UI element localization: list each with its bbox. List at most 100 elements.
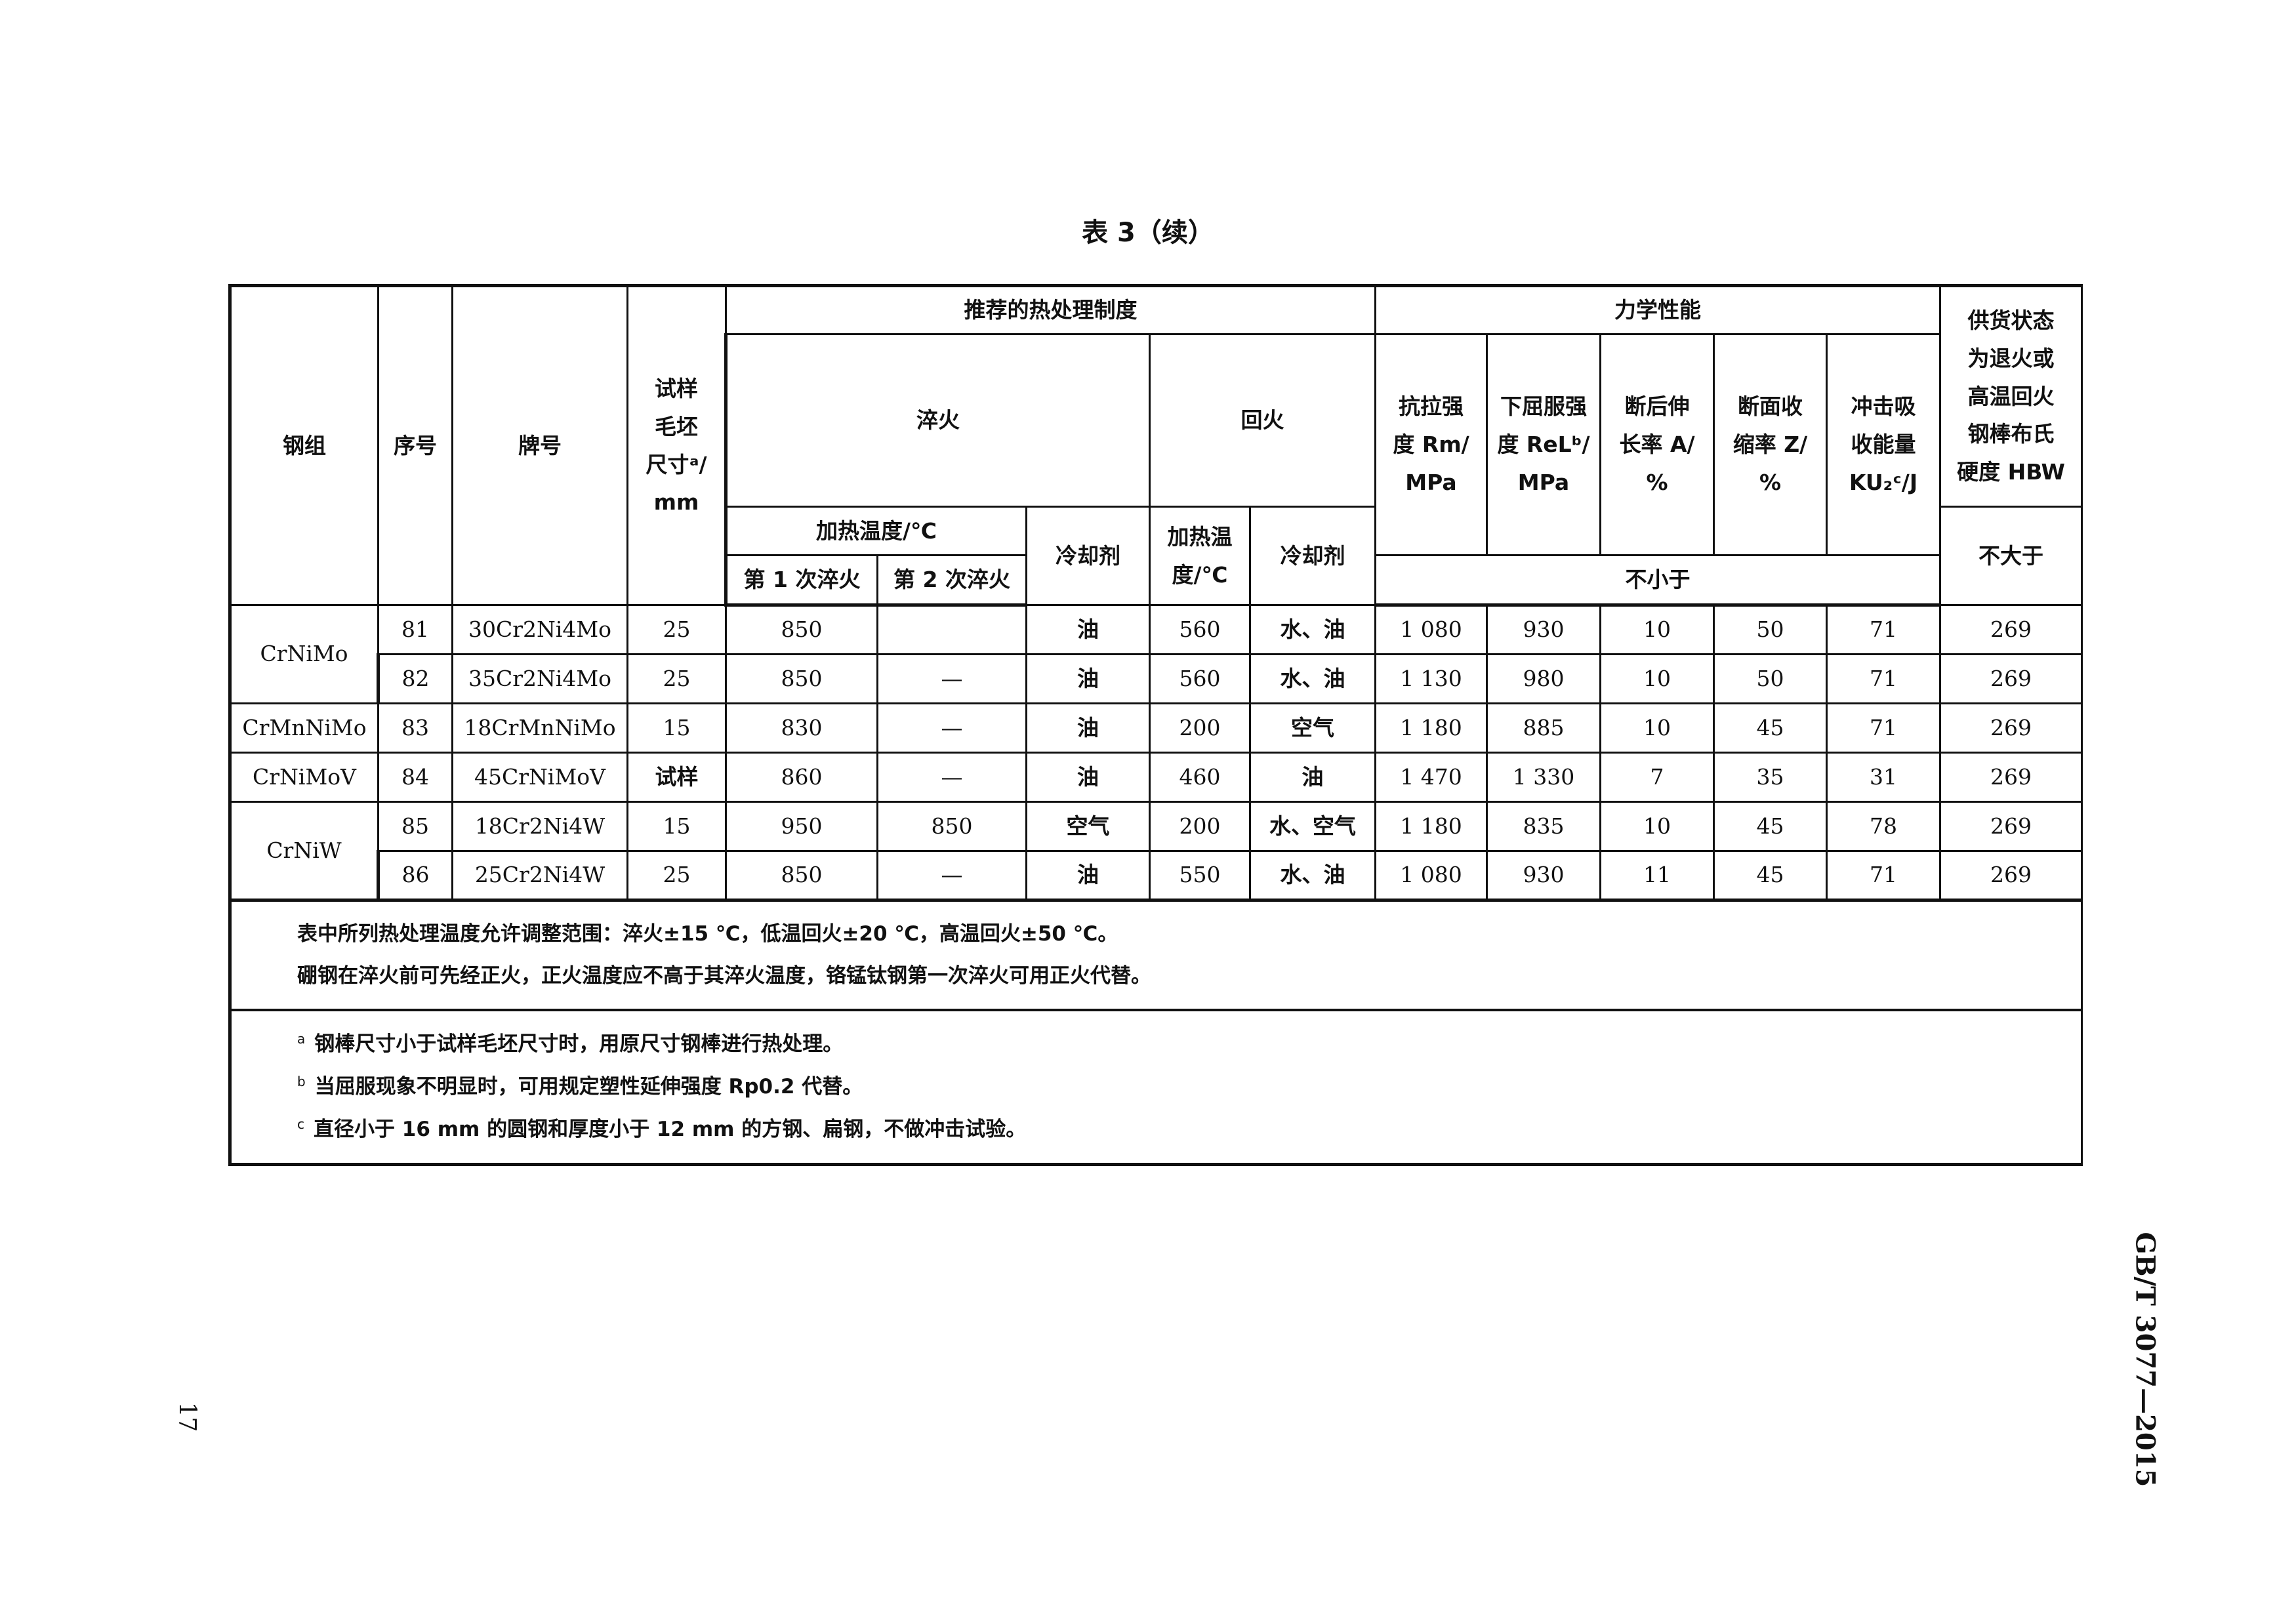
table-cell: 11 bbox=[1599, 850, 1715, 901]
table-cell: 1 080 bbox=[1374, 604, 1488, 655]
table-cell: 25Cr2Ni4W bbox=[451, 850, 628, 901]
table-cell: 10 bbox=[1599, 653, 1715, 704]
header-hbw: 供货状态 为退火或 高温回火 钢棒布氏 硬度 HBW bbox=[1939, 284, 2083, 508]
header-second-quench: 第 2 次淬火 bbox=[876, 554, 1027, 607]
table-cell: 31 bbox=[1825, 752, 1942, 803]
table-cell: 269 bbox=[1939, 752, 2083, 803]
header-blank-size: 试样 毛坯 尺寸ᵃ/mm bbox=[626, 284, 727, 606]
table-cell: 835 bbox=[1486, 801, 1601, 852]
table-cell: — bbox=[876, 752, 1027, 803]
header-mechanical: 力学性能 bbox=[1374, 284, 1942, 335]
header-temper-heating: 加热温 度/℃ bbox=[1149, 506, 1251, 606]
footnote-text: 当屈服现象不明显时，可用规定塑性延伸强度 Rp0.2 代替。 bbox=[314, 1075, 863, 1099]
table-cell: 空气 bbox=[1249, 702, 1376, 754]
footnote-mark: a bbox=[297, 1030, 306, 1047]
header-reduction: 断面收 缩率 Z/% bbox=[1713, 333, 1828, 556]
header-first-quench: 第 1 次淬火 bbox=[724, 554, 878, 607]
table-cell: 1 180 bbox=[1374, 801, 1488, 852]
table-cell: 30Cr2Ni4Mo bbox=[451, 604, 628, 655]
table-cell: 82 bbox=[377, 653, 453, 704]
table-cell: 1 470 bbox=[1374, 752, 1488, 803]
table-cell: 980 bbox=[1486, 653, 1601, 704]
table-cell: 油 bbox=[1025, 702, 1151, 754]
table-cell: 水、油 bbox=[1249, 604, 1376, 655]
table-cell: 885 bbox=[1486, 702, 1601, 754]
table-cell: — bbox=[876, 850, 1027, 901]
table-cell: — bbox=[876, 653, 1027, 704]
table-cell: 50 bbox=[1713, 604, 1828, 655]
table-cell: 油 bbox=[1025, 752, 1151, 803]
table-cell: 油 bbox=[1249, 752, 1376, 803]
table-cell: 18CrMnNiMo bbox=[451, 702, 628, 754]
table-cell: 1 180 bbox=[1374, 702, 1488, 754]
table-cell: 200 bbox=[1149, 702, 1251, 754]
table-cell: 油 bbox=[1025, 850, 1151, 901]
table-row: CrMnNiMo 83 18CrMnNiMo 15 830— 油 200 空气 1 180 885… bbox=[228, 702, 2083, 754]
table-cell: 850 bbox=[876, 801, 1027, 852]
table-cell: 550 bbox=[1149, 850, 1251, 901]
table-cell: 45 bbox=[1713, 850, 1828, 901]
table-cell: 269 bbox=[1939, 653, 2083, 704]
table-cell: 78 bbox=[1825, 801, 1942, 852]
table-cell: 269 bbox=[1939, 702, 2083, 754]
table-cell: 15 bbox=[626, 801, 727, 852]
table-cell: 84 bbox=[377, 752, 453, 803]
table-cell: 18Cr2Ni4W bbox=[451, 801, 628, 852]
table-cell: 269 bbox=[1939, 801, 2083, 852]
heat-treatment-table: 钢组 序号 牌号 试样 毛坯 尺寸ᵃ/mm 推荐的热处理制度 力学性能 供货状态 为退… bbox=[228, 284, 2083, 1167]
table-row: CrNiMoV 84 45CrNiMoV 试样 860— 油 460 油 1 470 1 330 7… bbox=[228, 752, 2083, 803]
header-steel-group: 钢组 bbox=[228, 284, 379, 606]
table-cell: 25 bbox=[626, 604, 727, 655]
header-not-more: 不大于 bbox=[1939, 506, 2083, 606]
table-cell: 25 bbox=[626, 653, 727, 704]
footnote-text: 直径小于 16 mm 的圆钢和厚度小于 12 mm 的方钢、扁钢，不做冲击试验。 bbox=[314, 1118, 1027, 1142]
table-cell: 35 bbox=[1713, 752, 1828, 803]
table-cell: 71 bbox=[1825, 850, 1942, 901]
header-impact: 冲击吸 收能量 KU₂ᶜ/J bbox=[1825, 333, 1942, 556]
cell-steel-group: CrNiMo bbox=[228, 604, 379, 704]
table-cell: 930 bbox=[1486, 850, 1601, 901]
table-cell: 860 bbox=[725, 752, 878, 803]
table-cell bbox=[876, 604, 1027, 655]
table-cell: 水、油 bbox=[1249, 653, 1376, 704]
footnote: c 直径小于 16 mm 的圆钢和厚度小于 12 mm 的方钢、扁钢，不做冲击试验… bbox=[297, 1108, 2081, 1151]
note-text: 硼钢在淬火前可先经正火，正火温度应不高于其淬火温度，铬锰钛钢第一次淬火可用正火代… bbox=[297, 963, 1151, 988]
footnote: a 钢棒尺寸小于试样毛坯尺寸时，用原尺寸钢棒进行热处理。 bbox=[297, 1023, 2081, 1066]
table-cell: 1 330 bbox=[1486, 752, 1601, 803]
table-cell: 45CrNiMoV bbox=[451, 752, 628, 803]
table-cell: 950 bbox=[725, 801, 878, 852]
table-row: 82 35Cr2Ni4Mo 25 850— 油 560 水、油 1 130 980 10 50 71 2… bbox=[230, 653, 2083, 704]
header-rel: 下屈服强度 ReLᵇ/MPa bbox=[1486, 333, 1601, 556]
footnote-mark: b bbox=[297, 1073, 306, 1089]
cell-steel-group: CrMnNiMo bbox=[228, 702, 379, 754]
table-cell: 10 bbox=[1599, 702, 1715, 754]
table-cell: 81 bbox=[377, 604, 453, 655]
table-cell: 10 bbox=[1599, 801, 1715, 852]
header-temper: 回火 bbox=[1149, 333, 1376, 508]
header-serial: 序号 bbox=[377, 284, 453, 606]
footnote-text: 钢棒尺寸小于试样毛坯尺寸时，用原尺寸钢棒进行热处理。 bbox=[314, 1032, 844, 1057]
table-cell: 水、油 bbox=[1249, 850, 1376, 901]
table-cell: 45 bbox=[1713, 801, 1828, 852]
table-cell: 86 bbox=[377, 850, 453, 901]
header-heat-treatment: 推荐的热处理制度 bbox=[725, 284, 1376, 335]
header-not-less: 不小于 bbox=[1374, 554, 1942, 607]
table-row: 86 25Cr2Ni4W 25 850— 油 550 水、油 1 080 930 11 45 71 26… bbox=[230, 850, 2083, 901]
table-cell: 10 bbox=[1599, 604, 1715, 655]
footnote: b 当屈服现象不明显时，可用规定塑性延伸强度 Rp0.2 代替。 bbox=[297, 1066, 2081, 1108]
table-cell: 85 bbox=[377, 801, 453, 852]
notes-row: 表中所列热处理温度允许调整范围：淬火±15 ℃，低温回火±20 ℃，高温回火±5… bbox=[228, 899, 2083, 1012]
table-cell: 油 bbox=[1025, 604, 1151, 655]
table-cell: 1 130 bbox=[1374, 653, 1488, 704]
table-cell: 50 bbox=[1713, 653, 1828, 704]
table-cell: 水、空气 bbox=[1249, 801, 1376, 852]
header-grade: 牌号 bbox=[451, 284, 628, 606]
header-heating-temp: 加热温度/℃ bbox=[724, 506, 1027, 556]
table-cell: 油 bbox=[1025, 653, 1151, 704]
table-row: CrNiW 85 18Cr2Ni4W 15 950 850 空气 200 水、空气 1 180 83… bbox=[228, 801, 2083, 901]
table-cell: 试样 bbox=[626, 752, 727, 803]
header-quench-coolant: 冷却剂 bbox=[1025, 506, 1151, 606]
header-rm: 抗拉强度 Rm/MPa bbox=[1374, 333, 1488, 556]
cell-steel-group: CrNiW bbox=[228, 801, 379, 901]
table-cell: 560 bbox=[1149, 604, 1251, 655]
